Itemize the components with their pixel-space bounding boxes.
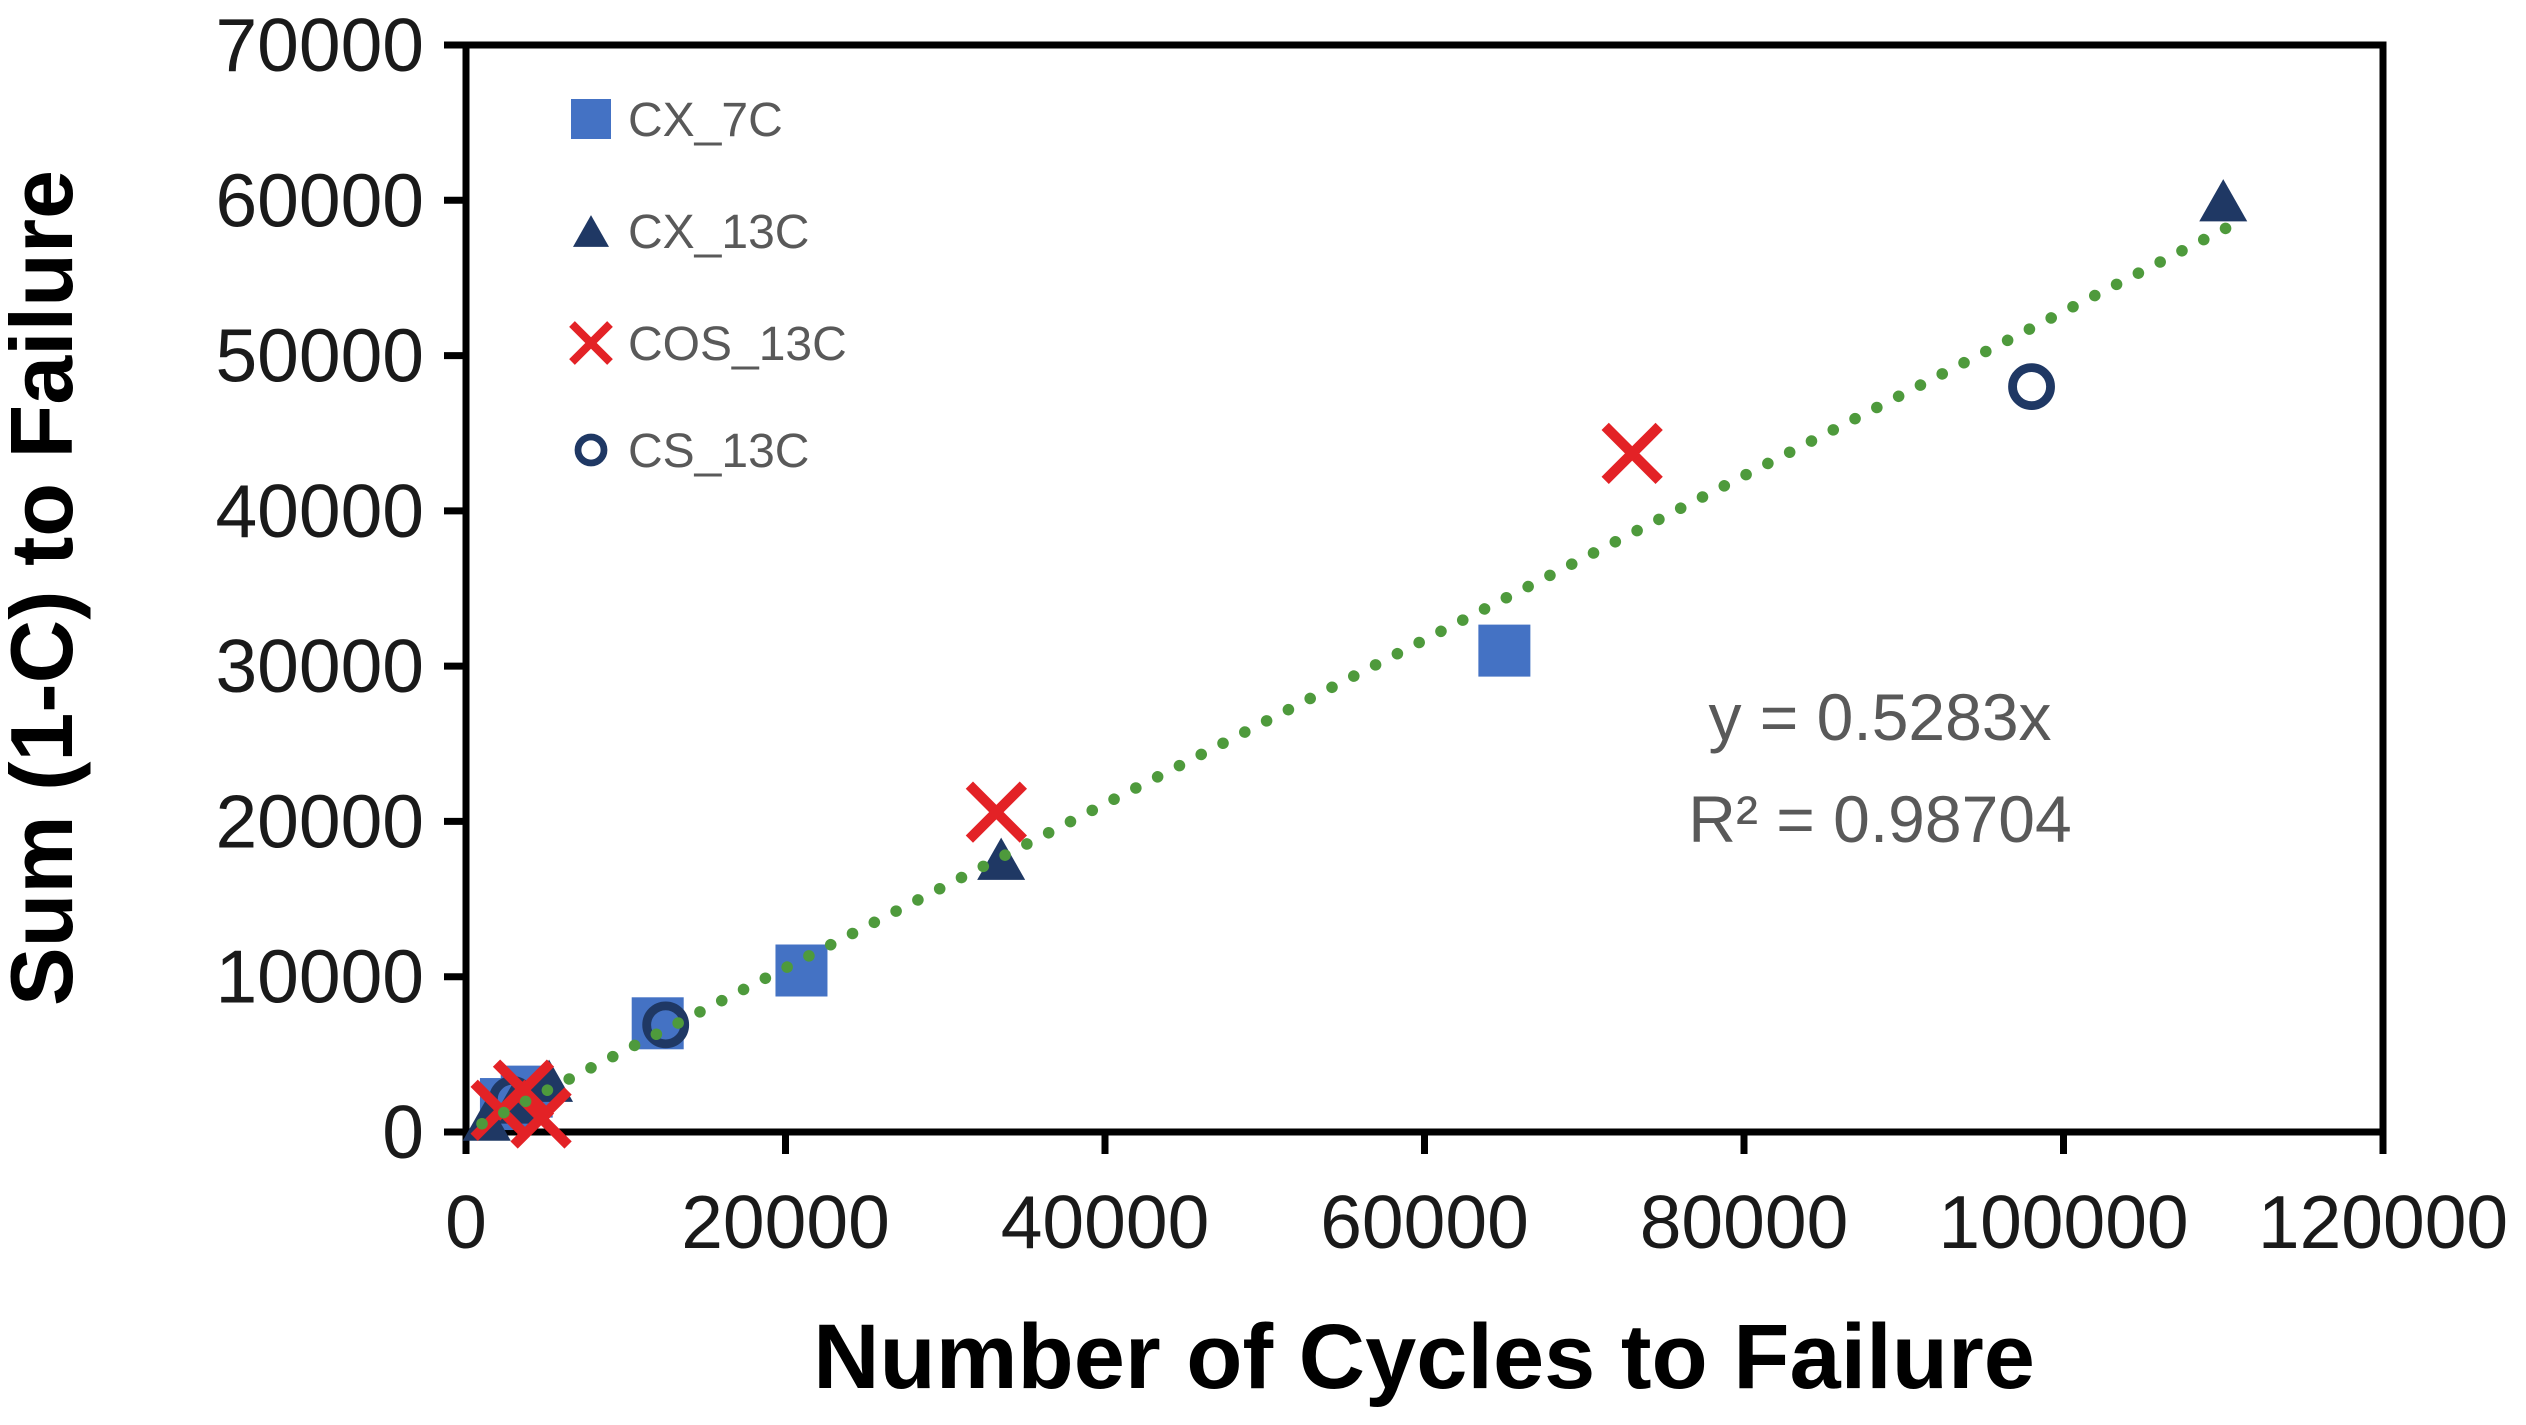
legend-label-CX_13C: CX_13C: [628, 206, 809, 259]
point-CX_7C-square-marker: [1478, 624, 1531, 677]
x-tick-label: 20000: [681, 1180, 890, 1264]
point-CS_13C-circle-marker: [2008, 363, 2055, 411]
x-tick-label: 40000: [1001, 1180, 1210, 1264]
legend: CX_7C CX_13C COS_13C CS_13C: [569, 94, 847, 478]
legend-item-CX_7C: CX_7C: [571, 94, 783, 147]
point-COS_13C-x-marker: [1601, 422, 1663, 485]
y-tick-label: 20000: [215, 779, 424, 863]
point-COS_13C-x-stroke: [1601, 422, 1663, 485]
point-COS_13C-x-marker: [965, 781, 1027, 843]
legend-label-CS_13C: CS_13C: [628, 425, 809, 478]
x-tick-label: 80000: [1640, 1180, 1849, 1264]
legend-CS_13C-circle-marker: [574, 433, 608, 467]
point-CS_13C-circle-marker: [642, 1001, 690, 1049]
y-axis-title: Sum (1-C) to Failure: [0, 170, 91, 1006]
trendline-equation-label: y = 0.5283x: [1708, 680, 2051, 754]
legend-COS_13C-x-stroke: [569, 321, 613, 365]
y-tick-label: 50000: [215, 314, 424, 398]
axis-ticks: 0 20000 40000 60000 80000 100000 120000 0 10000 2…: [215, 3, 2508, 1264]
legend-item-COS_13C: COS_13C: [569, 318, 847, 371]
y-tick-label: 60000: [215, 158, 424, 242]
x-tick-label: 100000: [1938, 1180, 2188, 1264]
trendline-r-squared-label: R² = 0.98704: [1688, 782, 2071, 856]
legend-CX_7C-square-marker: [571, 99, 611, 139]
legend-COS_13C-x-marker: [569, 321, 613, 365]
x-tick-label: 60000: [1320, 1180, 1529, 1264]
legend-item-CS_13C: CS_13C: [574, 425, 809, 478]
x-tick-label: 120000: [2258, 1180, 2508, 1264]
y-tick-label: 70000: [215, 3, 424, 87]
point-CX_13C-triangle-marker: [2199, 179, 2248, 222]
x-tick-label: 0: [445, 1180, 487, 1264]
x-axis-title: Number of Cycles to Failure: [813, 1306, 2035, 1408]
y-tick-label: 10000: [215, 935, 424, 1019]
legend-label-COS_13C: COS_13C: [628, 318, 847, 371]
legend-label-CX_7C: CX_7C: [628, 94, 783, 147]
y-tick-label: 40000: [215, 469, 424, 553]
y-tick-label: 30000: [215, 624, 424, 708]
point-COS_13C-x-stroke: [510, 1087, 572, 1149]
point-COS_13C-x-stroke: [965, 781, 1027, 843]
y-tick-label: 0: [382, 1090, 424, 1174]
legend-CX_13C-triangle-marker: [573, 215, 609, 247]
legend-item-CX_13C: CX_13C: [573, 206, 809, 259]
